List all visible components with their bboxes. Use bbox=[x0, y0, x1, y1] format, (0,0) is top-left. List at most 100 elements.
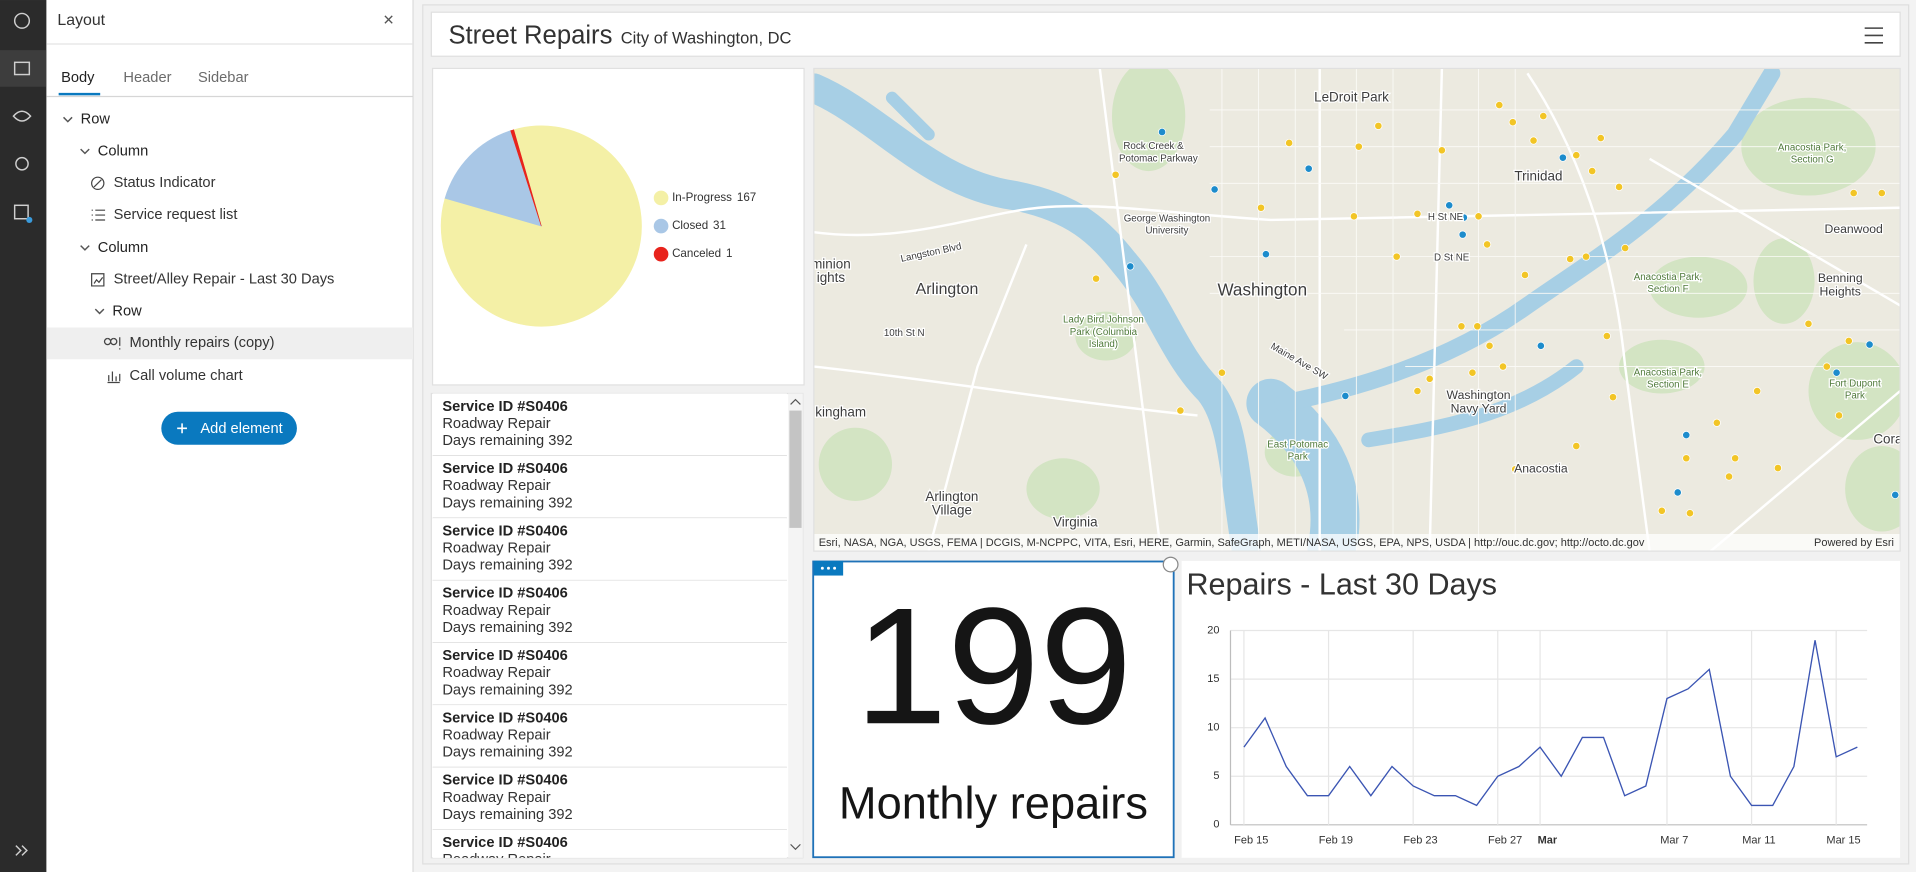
map-point[interactable] bbox=[1459, 213, 1468, 222]
map-point[interactable] bbox=[1608, 393, 1617, 402]
map-point[interactable] bbox=[1673, 488, 1682, 497]
map-point[interactable] bbox=[1437, 146, 1446, 155]
map-point[interactable] bbox=[1158, 127, 1167, 137]
indicator-panel[interactable] bbox=[812, 560, 1175, 859]
map-point[interactable] bbox=[1354, 142, 1363, 151]
map-point[interactable] bbox=[1804, 319, 1813, 328]
map-point[interactable] bbox=[1832, 368, 1841, 377]
list-item[interactable] bbox=[432, 455, 787, 519]
map-point[interactable] bbox=[1685, 509, 1694, 518]
map-point[interactable] bbox=[1498, 362, 1508, 371]
map-point[interactable] bbox=[1520, 270, 1530, 279]
chevron[interactable] bbox=[80, 148, 90, 155]
map-point[interactable] bbox=[1374, 121, 1383, 130]
map-point[interactable] bbox=[1413, 387, 1422, 396]
map-point[interactable] bbox=[1474, 212, 1483, 221]
map-point[interactable] bbox=[1341, 391, 1350, 400]
map-point[interactable] bbox=[1849, 189, 1858, 198]
map-point[interactable] bbox=[1511, 465, 1520, 474]
map-point[interactable] bbox=[1217, 368, 1226, 377]
map-point[interactable] bbox=[1473, 322, 1482, 331]
rail-theme-icon[interactable] bbox=[12, 110, 32, 122]
map-point[interactable] bbox=[1566, 255, 1575, 264]
tab[interactable]: Sidebar bbox=[198, 70, 249, 86]
map-point[interactable] bbox=[1529, 136, 1538, 145]
map-point[interactable] bbox=[1285, 138, 1294, 148]
map-point[interactable] bbox=[1682, 454, 1691, 463]
map-point[interactable] bbox=[1753, 387, 1762, 396]
tab[interactable]: Body bbox=[61, 70, 95, 86]
map-point[interactable] bbox=[1877, 189, 1886, 198]
map-point[interactable] bbox=[1495, 101, 1504, 110]
map-point[interactable] bbox=[1483, 240, 1492, 249]
tree-item[interactable]: Row bbox=[81, 112, 111, 128]
map-point[interactable] bbox=[1425, 374, 1434, 383]
map-point[interactable] bbox=[1485, 341, 1494, 350]
map-point[interactable] bbox=[1349, 212, 1358, 221]
map-point[interactable] bbox=[1457, 322, 1466, 331]
map-point[interactable] bbox=[1176, 406, 1185, 415]
map-point[interactable] bbox=[1615, 182, 1624, 192]
tree-item[interactable]: Service request list bbox=[114, 207, 238, 223]
map-point[interactable] bbox=[1712, 418, 1721, 427]
map-point[interactable] bbox=[1257, 203, 1266, 212]
map-point[interactable] bbox=[1621, 244, 1630, 253]
list-item[interactable] bbox=[432, 705, 787, 768]
tree-item[interactable]: Column bbox=[98, 143, 149, 159]
map-point[interactable] bbox=[1844, 336, 1853, 345]
tab[interactable]: Header bbox=[123, 70, 171, 86]
map-point[interactable] bbox=[1304, 164, 1313, 173]
rail-add-icon[interactable] bbox=[13, 12, 31, 29]
list-item[interactable] bbox=[432, 767, 787, 830]
close-button[interactable] bbox=[384, 15, 393, 24]
map-point[interactable] bbox=[1891, 490, 1900, 499]
map-point[interactable] bbox=[1834, 411, 1844, 420]
map-point[interactable] bbox=[1261, 250, 1270, 259]
map-point[interactable] bbox=[1458, 230, 1467, 239]
map-point[interactable] bbox=[1558, 153, 1567, 162]
map-point[interactable] bbox=[1731, 454, 1740, 463]
rail-save-icon[interactable] bbox=[13, 204, 29, 220]
list-item[interactable] bbox=[432, 642, 787, 706]
scroll-arrows[interactable] bbox=[790, 398, 801, 851]
list-item[interactable] bbox=[432, 393, 787, 456]
map-point[interactable] bbox=[1773, 463, 1782, 473]
map-point[interactable] bbox=[1457, 252, 1466, 261]
map-point[interactable] bbox=[1392, 252, 1401, 261]
map-point[interactable] bbox=[1210, 185, 1219, 194]
tree-item[interactable]: Monthly repairs (copy) bbox=[130, 335, 275, 351]
tree-item[interactable]: Row bbox=[112, 303, 142, 319]
map-point[interactable] bbox=[1822, 362, 1831, 371]
chevron[interactable] bbox=[80, 245, 90, 251]
map-point[interactable] bbox=[1657, 506, 1666, 515]
map-point[interactable] bbox=[1468, 368, 1477, 377]
list-item[interactable] bbox=[432, 829, 787, 872]
map-point[interactable] bbox=[1572, 441, 1581, 451]
map-point[interactable] bbox=[1539, 112, 1548, 121]
map-point[interactable] bbox=[1602, 332, 1611, 341]
expand-button[interactable] bbox=[1162, 556, 1179, 573]
map-point[interactable] bbox=[1126, 262, 1135, 271]
tree-item[interactable]: Call volume chart bbox=[130, 368, 243, 384]
add-element-button[interactable] bbox=[161, 411, 297, 445]
map-point[interactable] bbox=[1413, 209, 1422, 218]
rail-settings-icon[interactable] bbox=[15, 156, 29, 171]
rail-expand-icon[interactable] bbox=[15, 845, 28, 856]
list-item[interactable] bbox=[432, 580, 787, 643]
chevron[interactable] bbox=[94, 308, 105, 315]
scroll-thumb[interactable] bbox=[789, 410, 802, 528]
menu-button[interactable] bbox=[1864, 27, 1884, 44]
map-point[interactable] bbox=[1725, 472, 1734, 481]
map-point[interactable] bbox=[1582, 252, 1591, 261]
map-point[interactable] bbox=[1092, 274, 1101, 283]
map-point[interactable] bbox=[1682, 430, 1691, 440]
chevron[interactable] bbox=[63, 116, 73, 123]
tree-item[interactable]: Column bbox=[98, 240, 149, 256]
tree-item[interactable]: Street/Alley Repair - Last 30 Days bbox=[114, 272, 335, 288]
map-point[interactable] bbox=[1111, 170, 1120, 179]
map-point[interactable] bbox=[1865, 340, 1874, 349]
map-point[interactable] bbox=[1536, 341, 1545, 350]
map-point[interactable] bbox=[1588, 167, 1597, 176]
tree-item[interactable]: Status Indicator bbox=[114, 175, 216, 191]
list-item[interactable] bbox=[432, 518, 787, 581]
